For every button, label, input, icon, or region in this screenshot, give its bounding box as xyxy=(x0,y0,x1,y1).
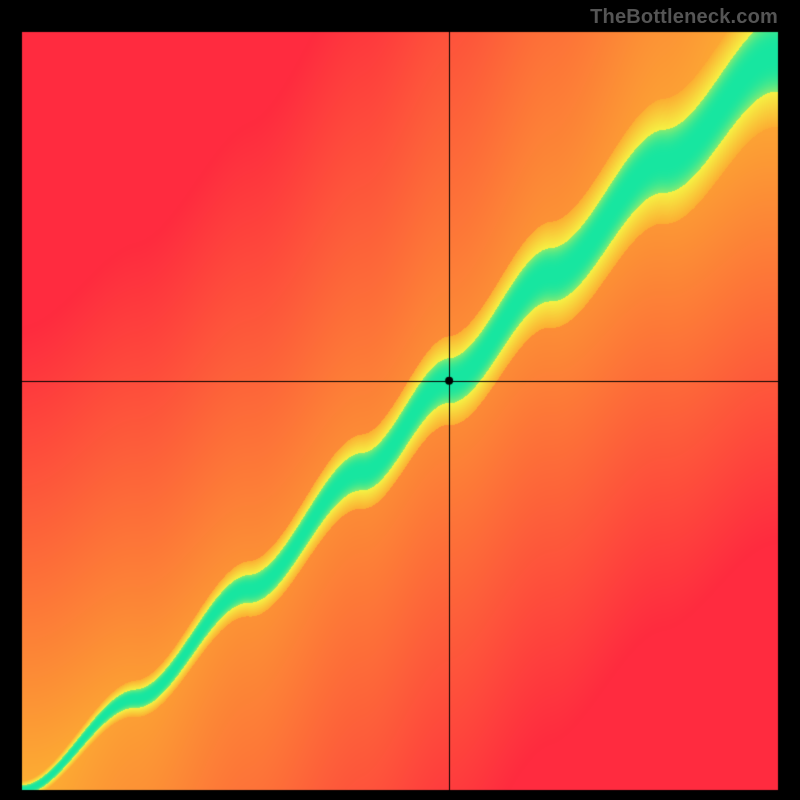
watermark-text: TheBottleneck.com xyxy=(590,6,778,29)
bottleneck-heatmap xyxy=(0,0,800,800)
chart-container: TheBottleneck.com xyxy=(0,0,800,800)
